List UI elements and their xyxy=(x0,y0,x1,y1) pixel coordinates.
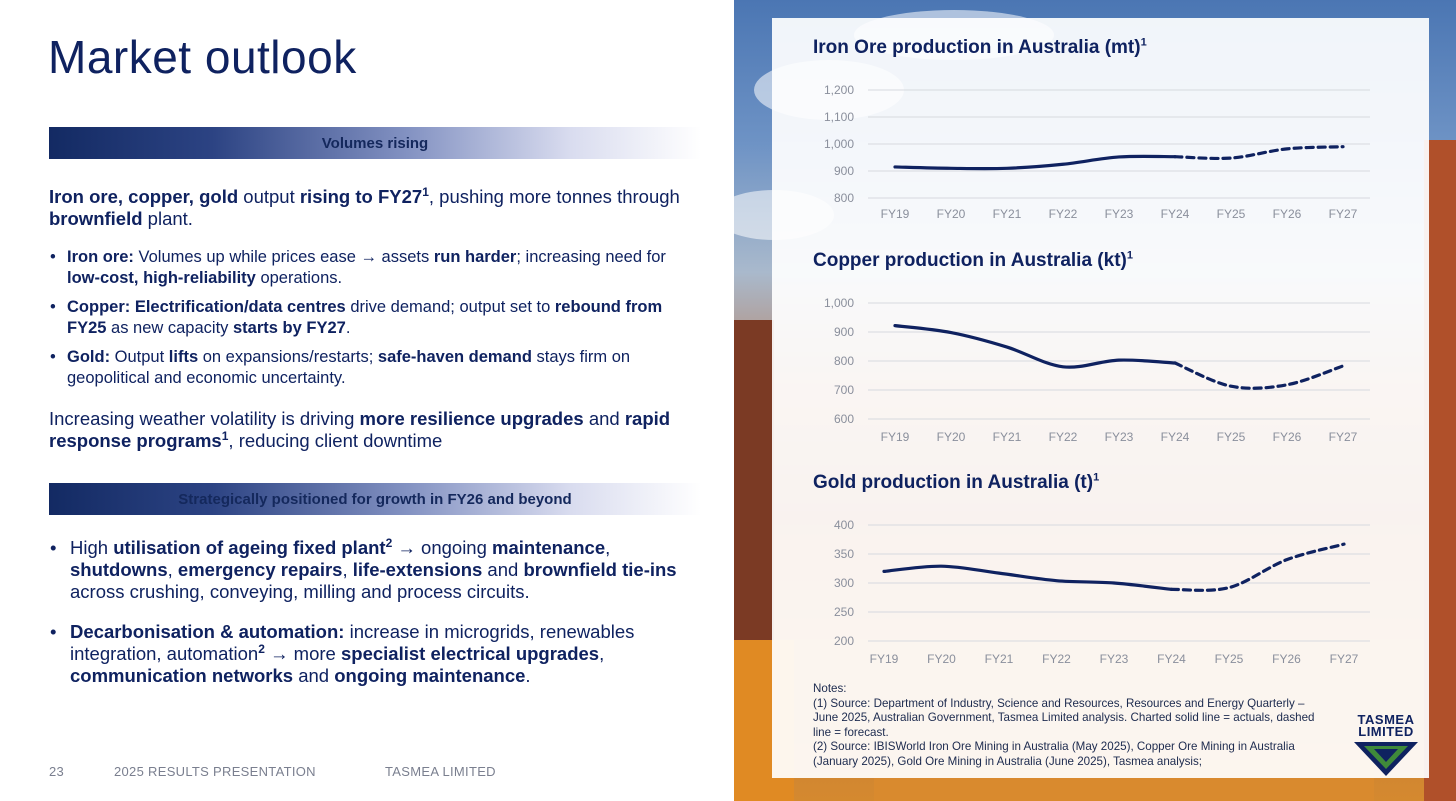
x-tick-label: FY25 xyxy=(1215,652,1244,666)
list-item-copper: Copper: Electrification/data centres dri… xyxy=(49,297,699,338)
x-tick-label: FY26 xyxy=(1273,430,1302,444)
x-tick-label: FY21 xyxy=(985,652,1014,666)
x-tick-label: FY19 xyxy=(881,207,910,221)
footer-page-number: 23 xyxy=(49,764,65,779)
y-tick-label: 800 xyxy=(834,354,854,368)
x-tick-label: FY22 xyxy=(1042,652,1071,666)
y-tick-label: 350 xyxy=(834,547,854,561)
x-tick-label: FY26 xyxy=(1272,652,1301,666)
logo-triangle-icon xyxy=(1354,742,1418,776)
footer-company: TASMEA LIMITED xyxy=(385,764,496,779)
y-tick-label: 400 xyxy=(834,518,854,532)
x-tick-label: FY23 xyxy=(1105,430,1134,444)
section-band-growth: Strategically positioned for growth in F… xyxy=(49,483,701,515)
y-tick-label: 1,100 xyxy=(824,110,854,124)
weather-paragraph: Increasing weather volatility is driving… xyxy=(49,408,671,451)
x-tick-label: FY23 xyxy=(1100,652,1129,666)
note-2: (2) Source: IBISWorld Iron Ore Mining in… xyxy=(813,740,1295,768)
gold-chart: 200 250 300 350 400 FY19 FY20 FY21 FY22 FY23 FY24 F… xyxy=(834,518,1370,666)
actual-series-line xyxy=(893,324,1177,369)
chart-panel xyxy=(772,18,1429,778)
intro-paragraph: Iron ore, copper, gold output rising to … xyxy=(49,184,680,229)
x-tick-label: FY20 xyxy=(937,430,966,444)
list-item-gold: Gold: Output lifts on expansions/restart… xyxy=(49,347,699,388)
y-tick-label: 700 xyxy=(834,383,854,397)
copper-chart: 600 700 800 900 1,000 FY19 FY20 FY21 FY22 FY23 FY2… xyxy=(824,296,1370,444)
x-tick-label: FY27 xyxy=(1329,430,1358,444)
x-tick-label: FY20 xyxy=(937,207,966,221)
actual-series-line xyxy=(882,564,1174,591)
section-band-volumes: Volumes rising xyxy=(49,127,701,159)
gold-chart-title: Gold production in Australia (t)1 xyxy=(813,471,1100,493)
y-tick-label: 900 xyxy=(834,325,854,339)
y-tick-label: 1,000 xyxy=(824,137,854,151)
x-tick-label: FY25 xyxy=(1217,430,1246,444)
logo-text-line1: TASMEA xyxy=(1357,712,1415,727)
commodity-bullets: Iron ore: Volumes up while prices ease →… xyxy=(49,247,699,397)
x-tick-label: FY23 xyxy=(1105,207,1134,221)
x-tick-label: FY21 xyxy=(993,207,1022,221)
list-item-decarbonisation: Decarbonisation & automation: increase i… xyxy=(49,621,699,687)
x-tick-label: FY26 xyxy=(1273,207,1302,221)
y-tick-label: 600 xyxy=(834,412,854,426)
x-tick-label: FY22 xyxy=(1049,430,1078,444)
section-band-growth-label: Strategically positioned for growth in F… xyxy=(178,490,572,508)
y-tick-label: 200 xyxy=(834,634,854,648)
footer-presentation: 2025 RESULTS PRESENTATION xyxy=(114,764,316,779)
y-tick-label: 900 xyxy=(834,164,854,178)
iron-ore-chart-title: Iron Ore production in Australia (mt)1 xyxy=(813,36,1147,58)
x-tick-label: FY24 xyxy=(1161,430,1190,444)
x-tick-label: FY24 xyxy=(1157,652,1186,666)
y-tick-label: 300 xyxy=(834,576,854,590)
x-tick-label: FY22 xyxy=(1049,207,1078,221)
forecast-series-line xyxy=(1173,145,1345,161)
notes: Notes: (1) Source: Department of Industr… xyxy=(813,682,1318,769)
x-tick-label: FY21 xyxy=(993,430,1022,444)
forecast-series-line xyxy=(1169,542,1346,592)
x-tick-label: FY27 xyxy=(1329,207,1358,221)
growth-bullets: High utilisation of ageing fixed plant2 … xyxy=(49,537,699,705)
x-tick-label: FY20 xyxy=(927,652,956,666)
section-band-volumes-label: Volumes rising xyxy=(321,134,429,152)
notes-heading: Notes: xyxy=(813,682,847,695)
x-tick-label: FY19 xyxy=(881,430,910,444)
y-tick-label: 250 xyxy=(834,605,854,619)
list-item-utilisation: High utilisation of ageing fixed plant2 … xyxy=(49,537,699,603)
forecast-series-line xyxy=(1173,361,1345,390)
page-title: Market outlook xyxy=(48,31,357,83)
y-tick-label: 1,000 xyxy=(824,296,854,310)
tasmea-logo: TASMEA LIMITED xyxy=(1350,712,1422,783)
logo-text-line2: LIMITED xyxy=(1358,724,1414,739)
actual-series-line xyxy=(893,154,1177,171)
x-tick-label: FY24 xyxy=(1161,207,1190,221)
iron-ore-chart: 800 900 1,000 1,100 1,200 FY19 FY20 FY21 FY22 FY2… xyxy=(824,83,1370,221)
x-tick-label: FY27 xyxy=(1330,652,1359,666)
y-tick-label: 800 xyxy=(834,191,854,205)
copper-chart-title: Copper production in Australia (kt)1 xyxy=(813,249,1133,271)
list-item-iron-ore: Iron ore: Volumes up while prices ease →… xyxy=(49,247,699,288)
x-tick-label: FY19 xyxy=(870,652,899,666)
left-content: Market outlook Volumes rising Iron ore, … xyxy=(0,0,734,801)
y-tick-label: 1,200 xyxy=(824,83,854,97)
note-1: (1) Source: Department of Industry, Scie… xyxy=(813,696,1315,739)
x-tick-label: FY25 xyxy=(1217,207,1246,221)
